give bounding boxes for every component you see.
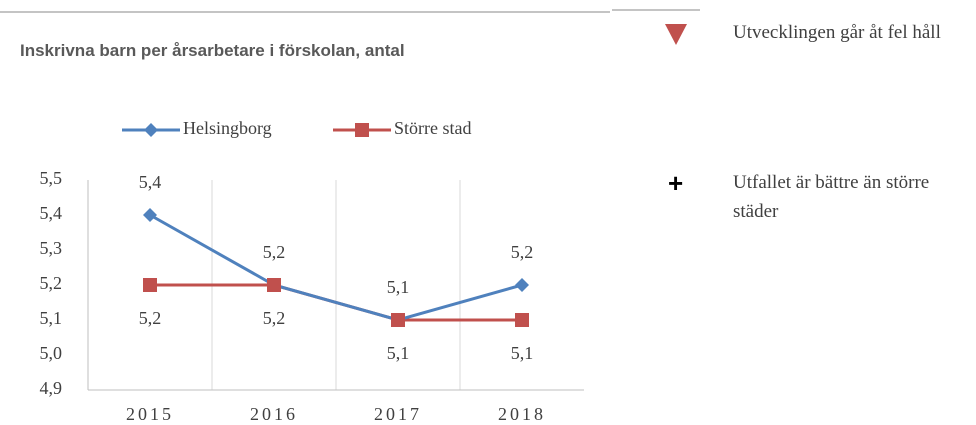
y-tick-label: 5,5 (40, 168, 63, 188)
x-tick-label: 2018 (498, 404, 546, 424)
marker (143, 208, 157, 222)
y-tick-label: 4,9 (40, 378, 63, 398)
chart-title: Inskrivna barn per årsarbetare i förskol… (20, 41, 405, 60)
marker (515, 278, 529, 292)
down-triangle-icon (665, 24, 687, 45)
data-label: 5,2 (139, 308, 162, 328)
x-tick-label: 2015 (126, 404, 174, 424)
series-line (149, 213, 523, 322)
data-label: 5,1 (511, 343, 534, 363)
y-tick-label: 5,3 (40, 238, 63, 258)
y-tick-label: 5,0 (40, 343, 63, 363)
x-tick-label: 2016 (250, 404, 298, 424)
marker (355, 123, 369, 137)
data-label: 5,1 (387, 343, 410, 363)
data-label: 5,2 (511, 242, 534, 262)
legend-label: Större stad (394, 118, 471, 138)
marker (267, 278, 281, 292)
marker (515, 313, 529, 327)
y-tick-label: 5,1 (40, 308, 63, 328)
y-tick-label: 5,2 (40, 273, 63, 293)
note-symbol: + (668, 168, 684, 198)
note-text: Utvecklingen går åt fel håll (733, 22, 941, 43)
data-label: 5,2 (263, 308, 286, 328)
marker (143, 278, 157, 292)
marker (144, 123, 158, 137)
data-label: 5,1 (387, 277, 410, 297)
x-tick-label: 2017 (374, 404, 422, 424)
note-text: Utfallet är bättre än större städer (733, 172, 930, 222)
data-label: 5,2 (263, 242, 286, 262)
marker (391, 313, 405, 327)
legend-label: Helsingborg (183, 118, 272, 138)
data-label: 5,4 (139, 172, 162, 192)
y-tick-label: 5,4 (40, 203, 63, 223)
